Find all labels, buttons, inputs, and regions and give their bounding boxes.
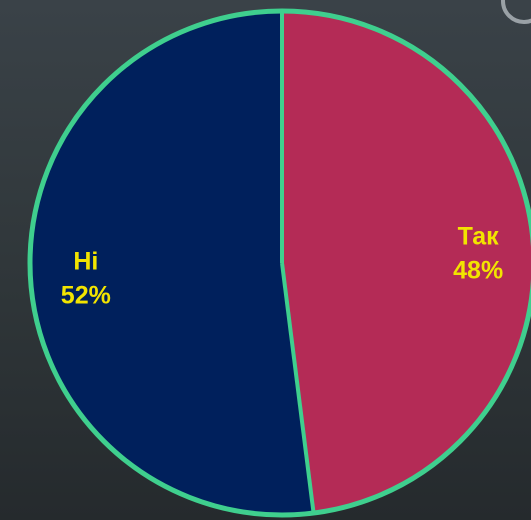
slice-percent-label: 52% bbox=[61, 281, 111, 309]
pie-slice-1 bbox=[282, 11, 531, 514]
pie-slice-2 bbox=[30, 11, 314, 515]
slice-divider bbox=[280, 262, 316, 514]
decorative-circle bbox=[501, 0, 531, 24]
slice-category-label: Ні bbox=[73, 247, 98, 275]
pie-outline bbox=[27, 8, 531, 518]
slice-category-label: Так bbox=[458, 223, 500, 251]
slice-percent-label: 48% bbox=[453, 257, 503, 285]
